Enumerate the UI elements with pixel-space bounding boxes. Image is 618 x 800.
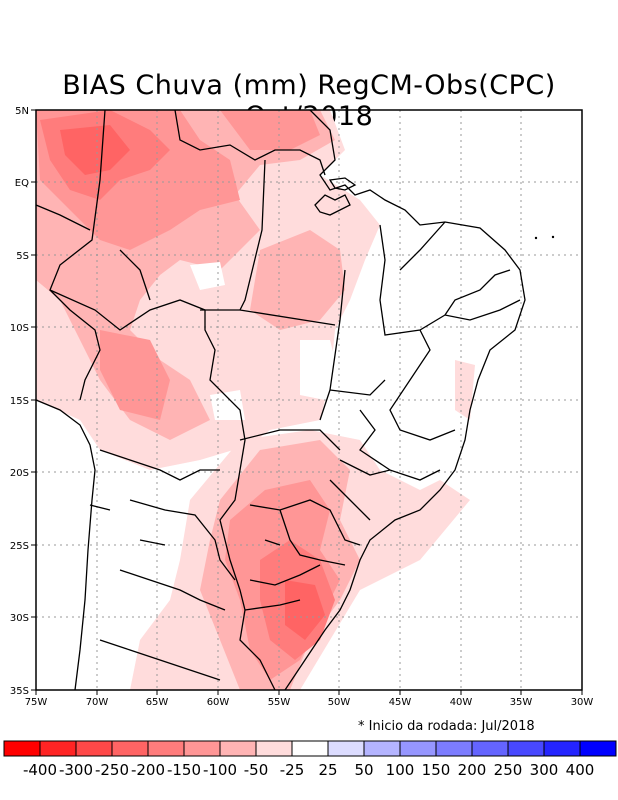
coastline-east: [284, 109, 526, 691]
coastline-pacific: [35, 399, 96, 691]
lon-label: 45W: [389, 697, 412, 708]
boundaries: [35, 109, 526, 691]
border-andean: [35, 204, 151, 401]
lon-label: 55W: [268, 697, 291, 708]
lat-label: 10S: [10, 323, 29, 334]
lat-label: 25S: [10, 541, 29, 552]
lon-label: 65W: [146, 697, 169, 708]
bias-area-south-core: [285, 580, 325, 640]
border-states-southeast: [244, 459, 441, 611]
bias-area-white-2: [190, 262, 225, 290]
bias-area-east: [455, 360, 475, 420]
bias-area-west-dark: [100, 330, 170, 420]
lat-label: 15S: [10, 396, 29, 407]
bias-area-central: [250, 230, 345, 330]
lon-label: 35W: [510, 697, 533, 708]
lon-label: 70W: [86, 697, 109, 708]
border-brazil-west: [49, 109, 276, 691]
lat-label: EQ: [15, 178, 29, 189]
lat-label: 30S: [10, 613, 29, 624]
lon-label: 40W: [450, 697, 473, 708]
coast-amazon-delta: [314, 177, 357, 216]
lat-label: 5N: [15, 106, 29, 117]
bias-area-northwest-core: [60, 125, 130, 175]
bias-area-white-1: [300, 340, 340, 400]
lon-label: 50W: [328, 697, 351, 708]
lon-label: 30W: [571, 697, 594, 708]
lat-label: 35S: [10, 686, 29, 697]
lat-label: 5S: [16, 251, 29, 262]
islands: [534, 235, 555, 240]
run-start-note: * Inicio da rodada: Jul/2018: [358, 719, 535, 734]
border-south-america-interior: [89, 449, 236, 681]
lon-label: 75W: [25, 697, 48, 708]
lon-label: 60W: [207, 697, 230, 708]
border-states-central: [200, 159, 391, 471]
border-states-north: [174, 109, 326, 176]
border-states-northeast: [379, 221, 521, 441]
tick-marks: [31, 109, 583, 695]
bias-area-north-dark: [220, 110, 320, 150]
lat-label: 20S: [10, 468, 29, 479]
lat-labels: 5N EQ 5S 10S 15S 20S 25S 30S 35S: [10, 106, 29, 697]
bias-field: [36, 110, 475, 690]
bias-area-white-3: [210, 390, 245, 420]
lon-labels: 75W 70W 65W 60W 55W 50W 45W 40W 35W 30W: [25, 697, 594, 708]
